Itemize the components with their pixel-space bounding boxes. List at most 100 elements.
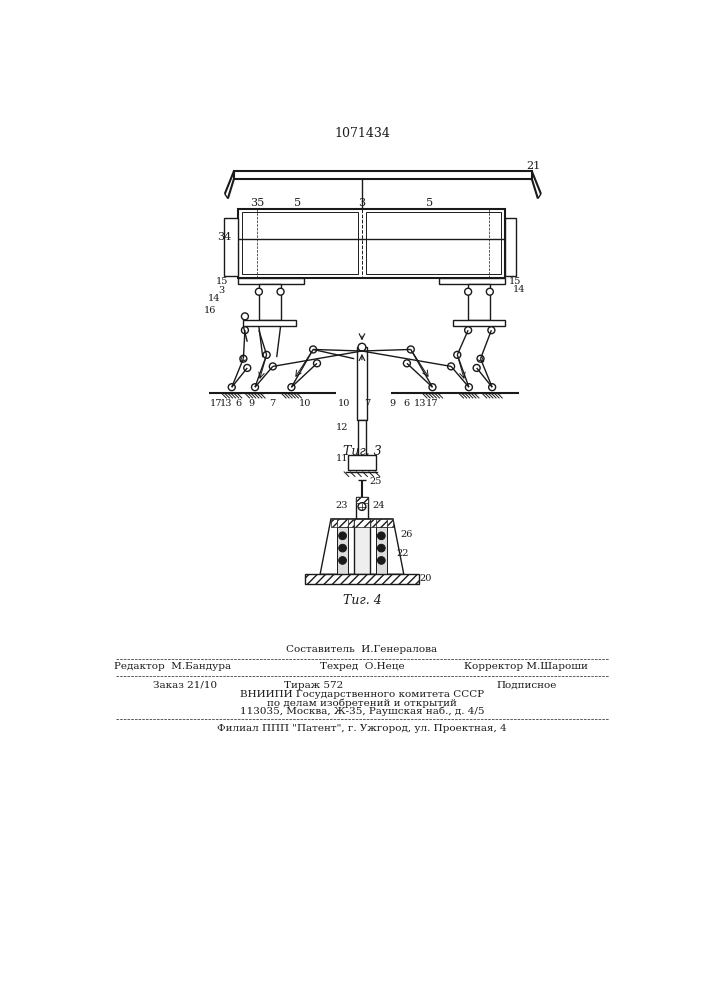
Bar [505, 218, 516, 276]
Bar [242, 212, 358, 274]
Circle shape [407, 346, 414, 353]
Circle shape [404, 360, 410, 367]
Bar [354, 519, 370, 574]
Circle shape [244, 364, 251, 371]
Bar [224, 218, 238, 276]
Circle shape [448, 363, 455, 370]
Circle shape [473, 364, 480, 371]
Circle shape [489, 384, 496, 391]
Circle shape [288, 384, 295, 391]
Text: 7: 7 [269, 399, 275, 408]
Circle shape [477, 355, 484, 362]
Circle shape [378, 532, 385, 540]
Text: 20: 20 [419, 574, 432, 583]
Circle shape [429, 384, 436, 391]
Bar [376, 527, 387, 574]
Text: 12: 12 [336, 424, 348, 432]
Text: Тираж 572: Тираж 572 [284, 681, 343, 690]
Circle shape [241, 327, 248, 334]
Text: по делам изобретений и открытий: по делам изобретений и открытий [267, 698, 457, 708]
Text: 113035, Москва, Ж-35, Раушская наб., д. 4/5: 113035, Москва, Ж-35, Раушская наб., д. … [240, 707, 484, 716]
Text: 3: 3 [358, 198, 366, 208]
Bar [238, 209, 505, 278]
Circle shape [454, 351, 461, 358]
Text: 15: 15 [216, 277, 228, 286]
Circle shape [339, 544, 346, 552]
Bar [356, 347, 368, 420]
Circle shape [339, 557, 346, 564]
Circle shape [464, 288, 472, 295]
Bar [452, 320, 506, 326]
Circle shape [488, 327, 495, 334]
Text: 21: 21 [526, 161, 540, 171]
Bar [259, 284, 281, 320]
Text: Заказ 21/10: Заказ 21/10 [153, 681, 217, 690]
Text: Составитель  И.Генералова: Составитель И.Генералова [286, 645, 438, 654]
Bar [243, 320, 296, 326]
Text: Филиал ППП "Патент", г. Ужгород, ул. Проектная, 4: Филиал ППП "Патент", г. Ужгород, ул. Про… [217, 724, 507, 733]
Bar [438, 278, 505, 284]
Bar [358, 420, 366, 455]
Text: 16: 16 [204, 306, 216, 315]
Circle shape [339, 532, 346, 540]
Circle shape [228, 384, 235, 391]
Text: 13: 13 [220, 399, 233, 408]
Circle shape [310, 346, 317, 353]
Bar [348, 455, 376, 470]
Bar [366, 212, 501, 274]
Circle shape [277, 288, 284, 295]
Text: 24: 24 [373, 500, 385, 510]
Text: 3: 3 [218, 286, 224, 295]
Bar [238, 278, 304, 284]
Text: 23: 23 [336, 500, 348, 510]
Bar [468, 284, 490, 320]
Text: 35: 35 [250, 198, 264, 208]
Text: 34: 34 [217, 232, 231, 242]
Text: Корректор М.Шароши: Корректор М.Шароши [464, 662, 588, 671]
Text: Техред  О.Неце: Техред О.Неце [320, 662, 404, 671]
Text: Подписное: Подписное [496, 681, 556, 690]
Circle shape [465, 384, 472, 391]
Text: ВНИИПИ Государственного комитета СССР: ВНИИПИ Государственного комитета СССР [240, 690, 484, 699]
Circle shape [358, 343, 366, 351]
Text: Редактор  М.Бандура: Редактор М.Бандура [114, 662, 230, 671]
Circle shape [252, 384, 259, 391]
Circle shape [255, 288, 262, 295]
Text: 13: 13 [414, 399, 426, 408]
Polygon shape [320, 519, 404, 574]
Text: 15: 15 [509, 277, 522, 286]
Text: 10: 10 [338, 399, 350, 408]
Text: 9: 9 [248, 399, 255, 408]
Circle shape [464, 327, 472, 334]
Text: 7: 7 [364, 399, 370, 408]
Circle shape [486, 288, 493, 295]
Text: 14: 14 [208, 294, 220, 303]
Text: 17: 17 [426, 399, 438, 408]
Circle shape [378, 557, 385, 564]
Bar [337, 519, 348, 527]
Text: 22: 22 [396, 549, 409, 558]
Bar [354, 519, 370, 527]
Text: Τиг. 4: Τиг. 4 [343, 594, 381, 607]
Circle shape [240, 355, 247, 362]
Circle shape [358, 503, 366, 510]
Text: 14: 14 [513, 285, 525, 294]
Text: 26: 26 [401, 530, 413, 539]
Text: 9: 9 [389, 399, 395, 408]
Circle shape [313, 360, 320, 367]
Text: Τиг. 3: Τиг. 3 [343, 445, 381, 458]
Text: 25: 25 [370, 477, 382, 486]
Bar [305, 574, 419, 584]
Text: 6: 6 [403, 399, 409, 408]
Circle shape [263, 351, 270, 358]
Text: 17: 17 [210, 399, 223, 408]
Bar [337, 527, 348, 574]
Text: 6: 6 [235, 399, 241, 408]
Circle shape [241, 313, 248, 320]
Bar [376, 519, 387, 527]
Polygon shape [331, 519, 393, 527]
Text: 5: 5 [294, 198, 301, 208]
Bar [234, 171, 532, 179]
Bar [356, 497, 368, 503]
Text: 1071434: 1071434 [334, 127, 390, 140]
